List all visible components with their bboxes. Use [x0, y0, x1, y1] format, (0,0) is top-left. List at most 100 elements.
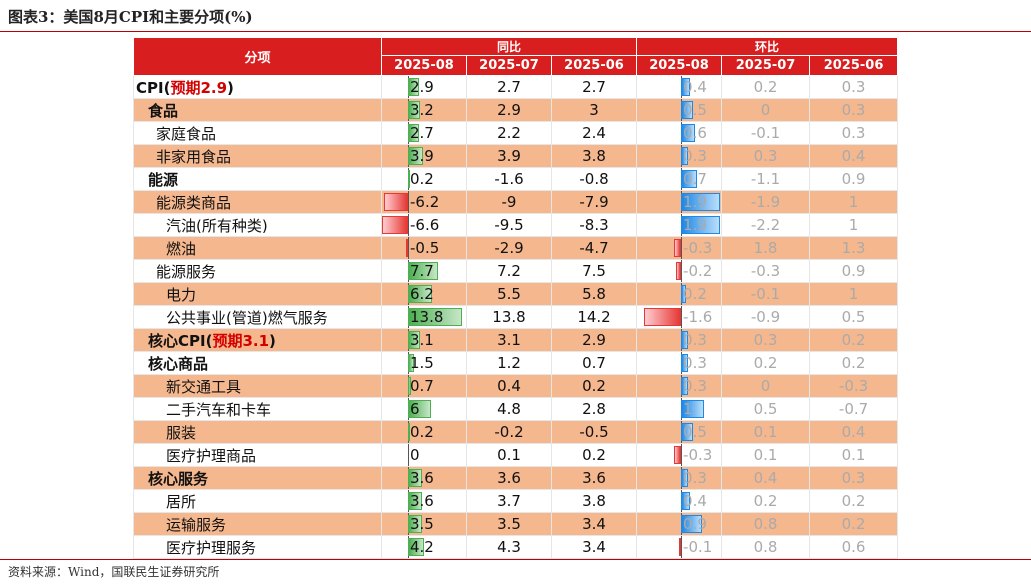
yoy-value: 5.5: [497, 285, 521, 303]
yoy-value: 2.7: [582, 78, 606, 96]
yoy-value: -0.5: [579, 423, 609, 441]
bar-axis: [681, 306, 683, 328]
yoy-data-bar: [383, 193, 408, 211]
yoy-value: -4.7: [579, 239, 609, 257]
mom-cell: 1.9: [636, 190, 723, 214]
mom-data-bar: [681, 400, 705, 418]
mom-cell: 0.1: [721, 443, 811, 467]
mom-data-bar: [681, 423, 693, 441]
row-label-text: 核心商品: [148, 354, 209, 373]
yoy-value: 3.8: [582, 492, 606, 510]
mom-value: 0.2: [753, 354, 778, 372]
yoy-value: 13.8: [410, 308, 444, 326]
mom-value: 0.2: [753, 492, 778, 510]
mom-data-bar: [681, 515, 702, 533]
row-label: 医疗护理服务: [133, 535, 382, 559]
mom-cell: 0.3: [721, 328, 811, 352]
mom-cell: 0.2: [809, 512, 899, 536]
mom-value: 1: [848, 285, 859, 303]
mom-data-bar: [681, 469, 688, 487]
yoy-cell: -8.3: [550, 213, 638, 237]
row-label-text: 家庭食品: [156, 124, 217, 143]
yoy-value: 0.4: [497, 377, 521, 395]
yoy-value: 3: [589, 101, 599, 119]
mom-cell: -0.3: [721, 259, 811, 283]
row-label: 核心商品: [133, 351, 382, 375]
yoy-value: 2.2: [497, 124, 521, 142]
yoy-value: 14.2: [577, 308, 611, 326]
mom-value: -0.3: [683, 446, 713, 464]
yoy-cell: -6.2: [381, 190, 467, 214]
mom-cell: 0.2: [721, 489, 811, 513]
yoy-cell: 3.6: [466, 466, 552, 490]
yoy-cell: 2.7: [466, 75, 552, 99]
mom-value: 0.8: [753, 538, 778, 556]
mom-cell: 0: [721, 98, 811, 122]
mom-value: 0.6: [841, 538, 866, 556]
yoy-data-bar: [382, 216, 408, 234]
yoy-cell: -4.7: [550, 236, 638, 260]
yoy-value: 3.7: [497, 492, 521, 510]
table-row: 公共事业(管道)燃气服务 13.8 13.8 14.2 -1.6 -0.9 0.5: [133, 305, 899, 329]
mom-cell: -0.3: [636, 443, 723, 467]
yoy-cell: 6: [381, 397, 467, 421]
header-mom-month: 2025-06: [809, 55, 899, 76]
yoy-cell: 3.4: [550, 535, 638, 559]
mom-cell: 0.3: [636, 144, 723, 168]
mom-value: 0.4: [683, 78, 707, 96]
mom-value: 0.3: [841, 101, 866, 119]
row-label-text: 公共事业(管道)燃气服务: [166, 308, 328, 327]
mom-cell: 0.1: [721, 420, 811, 444]
yoy-cell: 0: [381, 443, 467, 467]
row-label: 非家用食品: [133, 144, 382, 168]
mom-value: 0.5: [753, 400, 778, 418]
yoy-value: 4.2: [410, 538, 434, 556]
mom-cell: 0.2: [809, 351, 899, 375]
row-label: 核心CPI(预期3.1): [133, 328, 382, 352]
yoy-cell: 3.5: [466, 512, 552, 536]
yoy-value: 1.2: [497, 354, 521, 372]
mom-cell: 1: [809, 213, 899, 237]
cpi-table: 分项 同比 环比 2025-08 2025-07 2025-06 2025-08…: [133, 37, 899, 559]
yoy-data-bar: [408, 515, 422, 533]
yoy-value: 0: [410, 446, 420, 464]
yoy-cell: 7.5: [550, 259, 638, 283]
row-label: CPI(预期2.9): [133, 75, 382, 99]
yoy-cell: 3.4: [550, 512, 638, 536]
mom-cell: -2.2: [721, 213, 811, 237]
mom-value: 0.3: [753, 331, 778, 349]
table-row: 服装 0.2 -0.2 -0.5 0.5 0.1 0.4: [133, 420, 899, 444]
bar-axis: [408, 444, 409, 466]
mom-value: -0.3: [750, 262, 781, 280]
mom-cell: -1.6: [636, 305, 723, 329]
row-label-text: CPI(: [136, 78, 171, 97]
yoy-cell: 0.4: [466, 374, 552, 398]
yoy-data-bar: [408, 469, 423, 487]
mom-cell: 1.8: [721, 236, 811, 260]
bar-axis: [681, 237, 683, 259]
yoy-data-bar: [408, 354, 414, 372]
mom-cell: 0.3: [809, 98, 899, 122]
yoy-value: 3.6: [410, 469, 434, 487]
mom-cell: -0.9: [721, 305, 811, 329]
row-label: 家庭食品: [133, 121, 382, 145]
mom-data-bar: [681, 193, 721, 211]
mom-value: 0.2: [841, 515, 866, 533]
mom-value: -0.2: [683, 262, 713, 280]
mom-value: 0.4: [841, 147, 866, 165]
mom-value: -2.2: [750, 216, 781, 234]
bar-axis: [408, 191, 409, 213]
row-label-text: 新交通工具: [166, 377, 242, 396]
yoy-cell: 3.9: [381, 144, 467, 168]
mom-cell: 0.2: [721, 75, 811, 99]
row-label: 电力: [133, 282, 382, 306]
row-label: 食品: [133, 98, 382, 122]
row-label: 汽油(所有种类): [133, 213, 382, 237]
mom-data-bar: [681, 101, 693, 119]
mom-cell: 0: [721, 374, 811, 398]
mom-value: -0.3: [838, 377, 869, 395]
bar-axis: [681, 444, 683, 466]
yoy-cell: 0.7: [550, 351, 638, 375]
table-row: 能源类商品 -6.2 -9 -7.9 1.9 -1.9 1: [133, 190, 899, 214]
yoy-cell: 7.2: [466, 259, 552, 283]
